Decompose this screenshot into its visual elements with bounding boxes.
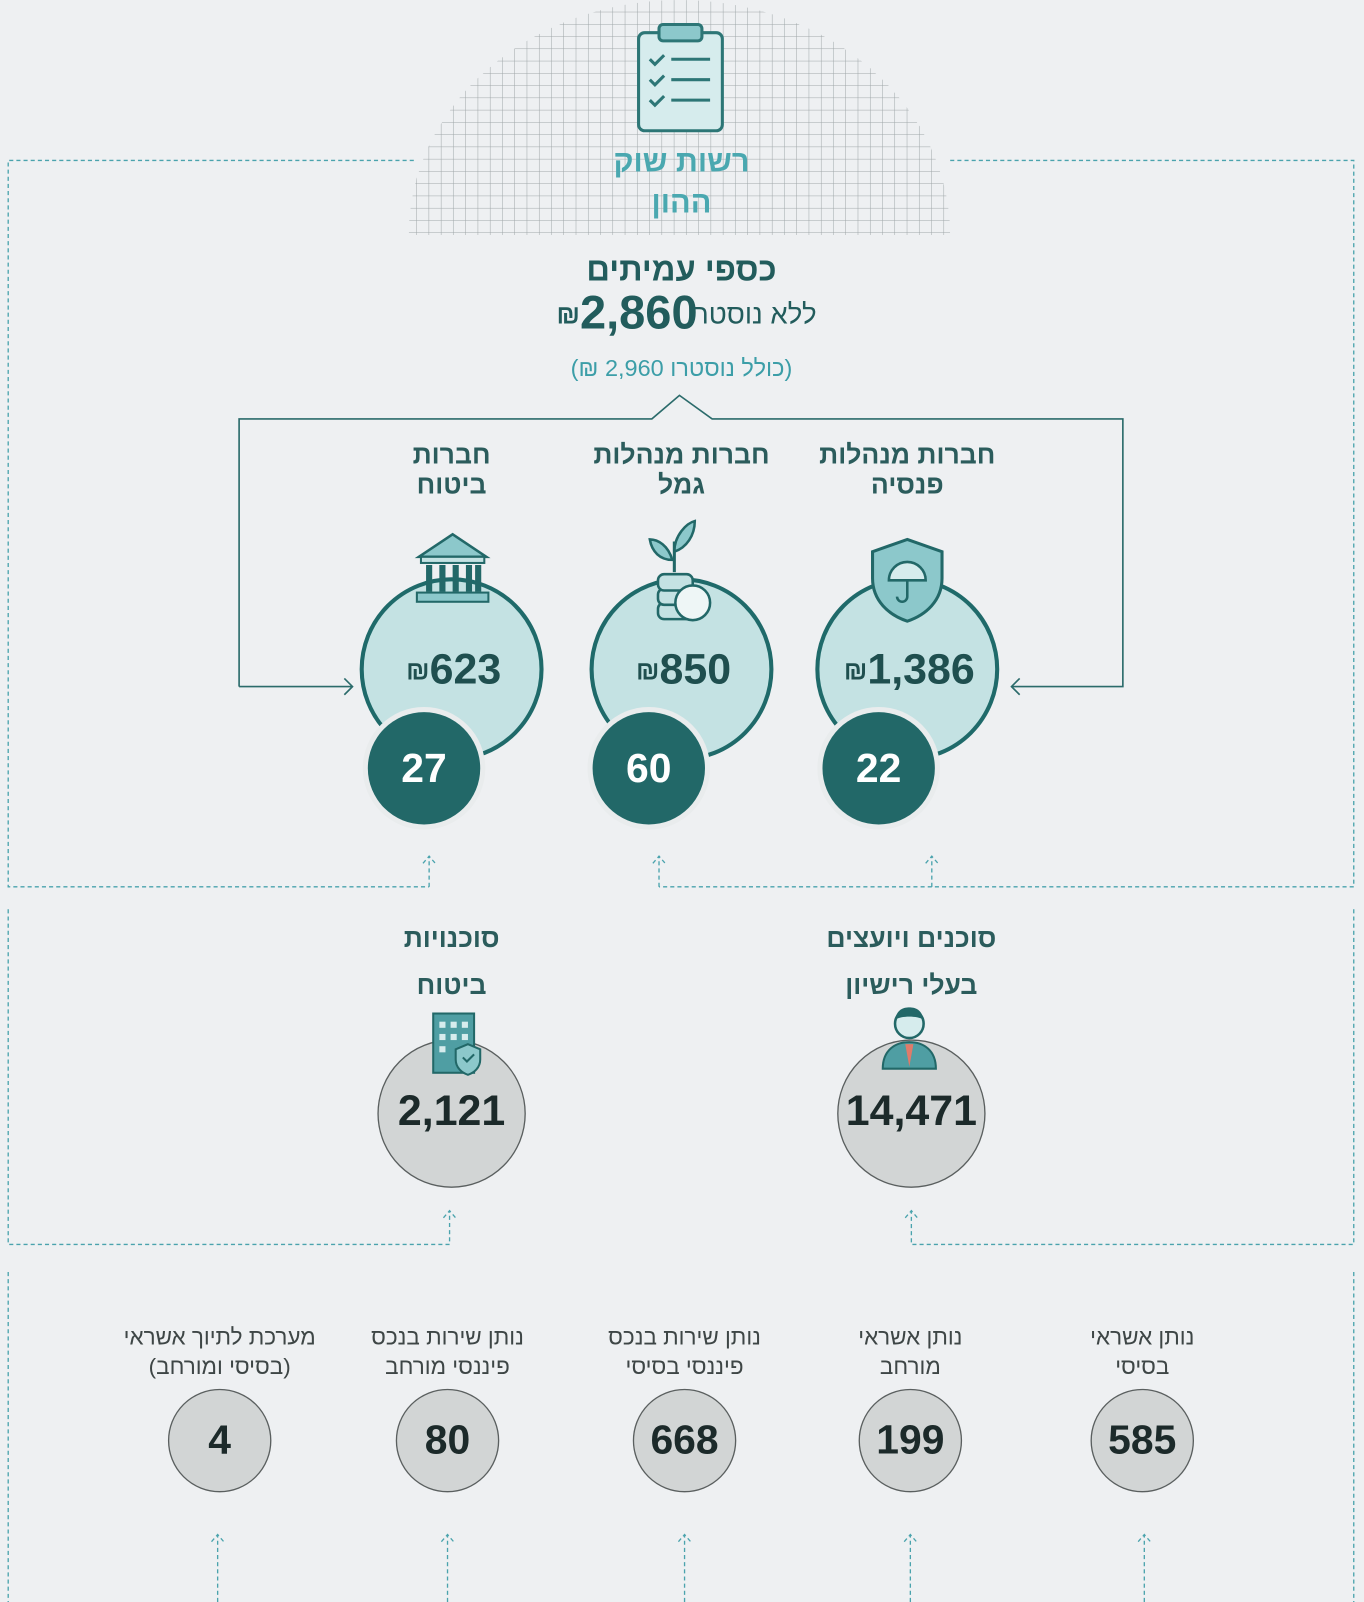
company-count: 60 (626, 745, 671, 791)
provider-label: נותן שירות בנכס (608, 1324, 761, 1349)
company-label: גמל (658, 469, 705, 499)
shield-icon-part (887, 560, 927, 582)
count-circle (367, 712, 481, 825)
agency-icon-part (439, 1046, 446, 1053)
agency-icon-part (461, 1033, 468, 1041)
clipboard-icon (637, 22, 724, 133)
funds-title: כספי עמיתים (586, 250, 776, 287)
funds-note: ללא נוסטרו (687, 299, 817, 330)
agent-label: ביטוח (417, 970, 487, 1000)
provider-label: נותן אשראי (858, 1324, 962, 1349)
agent-label: בעלי רישיון (845, 970, 977, 1000)
shield-icon-part (895, 580, 909, 603)
provider-circle (395, 1388, 500, 1493)
agent-label: סוכנויות (404, 923, 500, 953)
plant-coins-icon (648, 519, 712, 622)
provider-label: פיננסי מורחב (385, 1354, 510, 1379)
company-label: חברות מנהלות (593, 440, 769, 470)
provider-circle (858, 1388, 963, 1493)
company-label: פנסיה (871, 469, 944, 499)
person-icon-part (895, 1007, 924, 1020)
provider-label: בסיסי (1115, 1354, 1169, 1379)
currency: ₪ (636, 655, 659, 685)
bank-icon-part (415, 591, 490, 603)
company-count: 27 (401, 745, 446, 791)
bank-icon-part (426, 564, 482, 592)
person-icon-part (905, 1044, 914, 1067)
provider-label: מערכת לתיוך אשראי (124, 1324, 316, 1349)
amount: 1,386 (867, 646, 974, 694)
provider-count: 585 (1108, 1416, 1176, 1462)
plant-coins-icon-part (648, 519, 697, 562)
funds-including-nostro: (כולל נוסטרו 2,960 ₪) (571, 355, 793, 381)
agency-icon-part (461, 1021, 468, 1028)
plant-coins-icon-part (674, 584, 712, 622)
company-count: 22 (856, 745, 901, 791)
connectors (7, 159, 1355, 1602)
provider-circle (632, 1388, 737, 1493)
provider-count: 80 (425, 1416, 470, 1462)
bank-icon-part (419, 555, 486, 564)
company-amount: ₪1,386 (844, 646, 975, 694)
bank-icon-part (426, 564, 482, 592)
provider-label: נותן שירות בנכס (371, 1324, 524, 1349)
shield-icon (871, 537, 944, 623)
agency-icon-part (450, 1021, 457, 1028)
agency-icon-part (439, 1021, 446, 1028)
provider-label: מורחב (880, 1354, 941, 1379)
funds-amount: 2,860 (580, 286, 698, 339)
agency-icon-part (439, 1033, 446, 1041)
amount: 623 (430, 646, 502, 694)
agent-count: 14,471 (846, 1087, 977, 1135)
agency-icon (432, 1012, 482, 1076)
authority-title: ההון (652, 185, 712, 219)
company-label: חברות (413, 440, 491, 470)
provider-count: 199 (876, 1416, 944, 1462)
currency: ₪ (557, 300, 580, 330)
amount: 850 (659, 646, 731, 694)
provider-label: פיננסי בסיסי (626, 1354, 744, 1379)
authority-title: רשות שוק (613, 145, 749, 179)
provider-circle (167, 1388, 272, 1493)
agency-icon-part (439, 1021, 468, 1053)
company-label: ביטוח (417, 469, 487, 499)
agent-count: 2,121 (398, 1087, 505, 1135)
count-circle (822, 712, 935, 825)
provider-count: 668 (650, 1416, 718, 1462)
provider-circle (1090, 1388, 1195, 1493)
provider-count: 4 (208, 1416, 231, 1462)
currency: ₪ (844, 655, 867, 685)
bank-icon (414, 532, 491, 603)
provider-label: (בסיסי ומורחב) (149, 1354, 291, 1379)
agent-label: סוכנים ויועצים (826, 923, 996, 953)
funds-amount-line: ללא נוסטרו ₪2,860 (557, 286, 817, 339)
company-amount: ₪850 (636, 646, 731, 694)
provider-label: נותן אשראי (1090, 1324, 1194, 1349)
company-label: חברות מנהלות (819, 440, 995, 470)
agency-icon-part (450, 1033, 457, 1041)
agent-circle (837, 1039, 986, 1188)
agency-icon-part (462, 1053, 475, 1063)
company-amount: ₪623 (406, 646, 501, 694)
count-circle (592, 712, 705, 825)
person-icon (881, 1007, 937, 1070)
currency: ₪ (406, 655, 429, 685)
